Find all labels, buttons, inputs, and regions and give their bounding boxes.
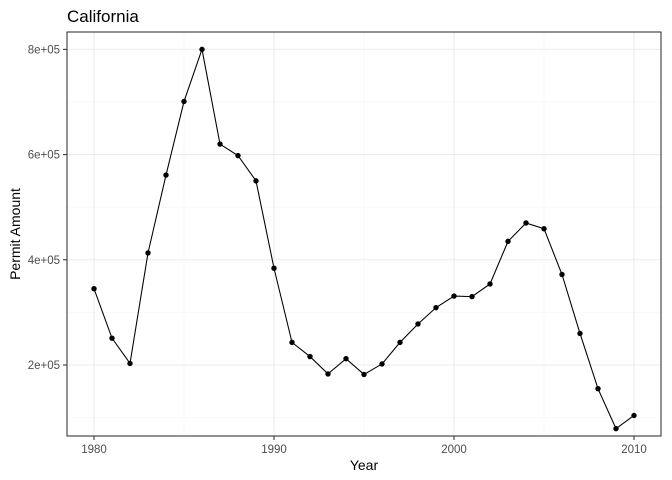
y-tick-label: 4e+05	[28, 255, 60, 267]
gridlines	[67, 32, 661, 436]
data-point	[415, 321, 421, 327]
data-point	[577, 330, 583, 337]
data-point	[325, 371, 331, 377]
data-point	[505, 238, 511, 245]
data-point	[235, 152, 241, 159]
x-axis-title: Year	[350, 457, 379, 473]
data-point	[307, 353, 313, 360]
data-point	[217, 141, 223, 147]
data-point	[91, 286, 97, 292]
data-point	[595, 385, 601, 392]
y-axis-title: Permit Amount	[7, 188, 23, 280]
data-point	[379, 361, 385, 367]
data-point	[613, 425, 619, 432]
data-point	[559, 271, 565, 278]
data-point	[127, 360, 133, 367]
data-point	[163, 172, 169, 178]
axes: 1980 1990 2000 2010 2e+05 4e+05 6e+05 8e+05	[28, 44, 647, 456]
series-group	[91, 46, 637, 432]
data-point	[487, 281, 493, 287]
data-point	[343, 355, 349, 362]
data-point	[451, 293, 457, 299]
data-point	[631, 412, 637, 419]
data-point	[361, 371, 367, 378]
y-tick-label: 8e+05	[28, 44, 60, 56]
data-point	[433, 304, 439, 311]
data-point	[469, 293, 475, 300]
data-point	[541, 226, 547, 232]
data-point	[523, 220, 529, 226]
y-tick-label: 2e+05	[28, 360, 60, 372]
chart-title: California	[67, 7, 139, 26]
x-tick-label: 1990	[261, 444, 287, 456]
data-point	[181, 98, 187, 105]
data-point	[199, 46, 205, 53]
data-point	[109, 335, 115, 341]
x-tick-label: 1980	[81, 444, 107, 456]
data-point	[397, 339, 403, 346]
x-tick-label: 2000	[441, 444, 467, 456]
x-tick-label: 2010	[621, 444, 647, 456]
data-point	[289, 339, 295, 346]
data-point	[145, 250, 151, 256]
panel-border	[66, 31, 662, 437]
data-point	[253, 178, 259, 184]
data-point	[271, 265, 277, 271]
y-tick-label: 6e+05	[28, 150, 60, 162]
